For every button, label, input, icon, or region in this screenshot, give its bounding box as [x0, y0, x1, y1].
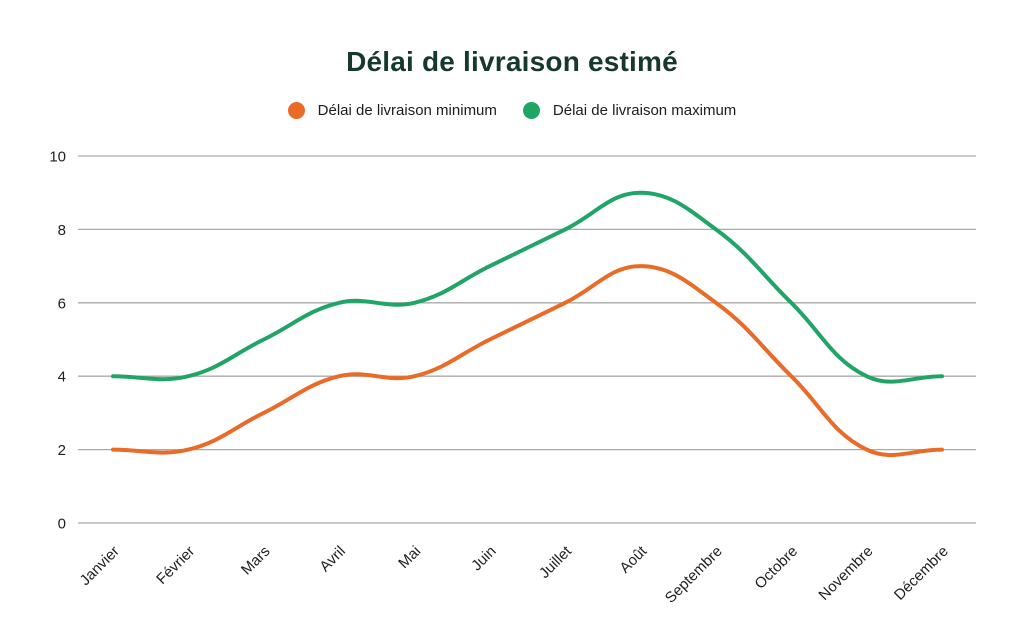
x-axis-tick-label-9: Septembre [662, 543, 726, 607]
legend-dot-maximum-icon [522, 102, 540, 119]
x-axis-tick-label-12: Décembre [891, 543, 952, 604]
x-axis-tick-label-4: Avril [316, 543, 348, 575]
x-axis-tick-label-2: Février [153, 543, 198, 588]
legend-item-maximum[interactable]: Délai de livraison maximum [522, 102, 737, 119]
y-axis-tick-label-2: 2 [58, 442, 66, 459]
x-axis-tick-label-10: Octobre [751, 543, 801, 593]
chart-legend: Délai de livraison minimum Délai de livr… [0, 102, 1024, 119]
legend-item-minimum[interactable]: Délai de livraison minimum [287, 102, 497, 119]
y-axis-tick-label-4: 4 [58, 369, 66, 386]
max-delivery-series-line [111, 190, 944, 384]
x-axis-tick-label-7: Juillet [536, 542, 576, 582]
x-axis-tick-label-11: Novembre [815, 543, 876, 604]
y-axis-tick-label-6: 6 [58, 295, 66, 312]
x-axis-tick-label-5: Mai [395, 543, 424, 572]
y-axis-tick-label-8: 8 [58, 222, 66, 239]
legend-dot-minimum-icon [287, 102, 305, 119]
chart-title: Délai de livraison estimé [346, 46, 678, 77]
x-axis-tick-label-8: Août [616, 542, 650, 576]
min-delivery-series-line [111, 264, 944, 458]
y-axis-tick-label-0: 0 [58, 516, 66, 533]
legend-label-maximum: Délai de livraison maximum [552, 102, 737, 119]
x-axis-tick-label-1: Janvier [77, 543, 123, 589]
x-axis-tick-label-3: Mars [238, 543, 274, 579]
x-axis-tick-label-6: Juin [468, 543, 499, 574]
legend-label-minimum: Délai de livraison minimum [317, 102, 497, 119]
y-axis-tick-label-10: 10 [49, 149, 66, 166]
